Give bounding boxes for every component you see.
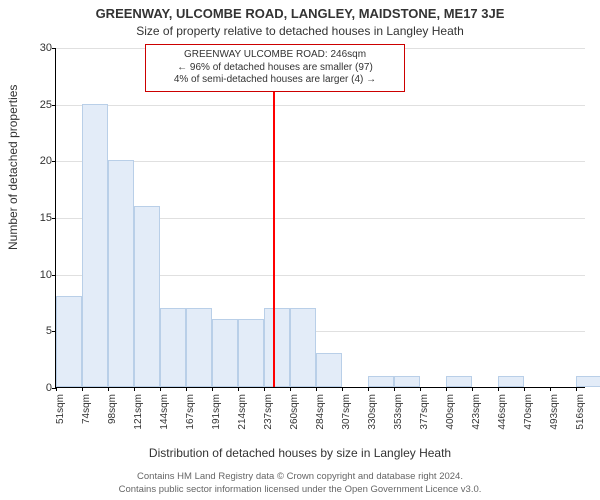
xtick-mark [472, 387, 473, 391]
ytick-label: 15 [40, 212, 52, 224]
xtick-mark [56, 387, 57, 391]
histogram-bar [446, 376, 472, 387]
histogram-bar [160, 308, 186, 387]
xtick-label: 516sqm [575, 394, 586, 434]
xtick-label: 260sqm [289, 394, 300, 434]
xtick-mark [446, 387, 447, 391]
xtick-mark [316, 387, 317, 391]
histogram-bar [212, 319, 238, 387]
reference-line [273, 48, 275, 387]
ytick-label: 25 [40, 99, 52, 111]
ytick-label: 5 [46, 325, 52, 337]
xtick-mark [212, 387, 213, 391]
xtick-label: 423sqm [471, 394, 482, 434]
xtick-mark [290, 387, 291, 391]
xtick-mark [160, 387, 161, 391]
xtick-label: 400sqm [445, 394, 456, 434]
xtick-mark [576, 387, 577, 391]
xtick-mark [82, 387, 83, 391]
xtick-label: 237sqm [263, 394, 274, 434]
histogram-bar [134, 206, 160, 387]
plot-area [55, 48, 585, 388]
xtick-mark [498, 387, 499, 391]
xtick-label: 446sqm [497, 394, 508, 434]
x-axis-label: Distribution of detached houses by size … [0, 446, 600, 460]
histogram-bar [264, 308, 290, 387]
xtick-label: 493sqm [549, 394, 560, 434]
ytick-mark [52, 218, 56, 219]
ytick-label: 20 [40, 155, 52, 167]
xtick-mark [264, 387, 265, 391]
xtick-label: 191sqm [211, 394, 222, 434]
annotation-line3: 4% of semi-detached houses are larger (4… [152, 74, 398, 87]
xtick-mark [342, 387, 343, 391]
xtick-label: 307sqm [341, 394, 352, 434]
chart-title-line2: Size of property relative to detached ho… [0, 24, 600, 38]
xtick-mark [368, 387, 369, 391]
histogram-bar [108, 160, 134, 387]
attribution-text: Contains HM Land Registry data © Crown c… [0, 471, 600, 496]
annotation-line2: ← 96% of detached houses are smaller (97… [152, 62, 398, 75]
ytick-label: 30 [40, 42, 52, 54]
histogram-bar [290, 308, 316, 387]
ytick-label: 10 [40, 269, 52, 281]
ytick-mark [52, 105, 56, 106]
histogram-bar [316, 353, 342, 387]
histogram-bar [576, 376, 600, 387]
xtick-label: 214sqm [237, 394, 248, 434]
xtick-mark [420, 387, 421, 391]
ytick-mark [52, 48, 56, 49]
xtick-mark [186, 387, 187, 391]
xtick-mark [550, 387, 551, 391]
histogram-bar [186, 308, 212, 387]
xtick-mark [134, 387, 135, 391]
histogram-bar [394, 376, 420, 387]
histogram-bar [238, 319, 264, 387]
xtick-label: 121sqm [133, 394, 144, 434]
gridline [56, 105, 585, 106]
ytick-mark [52, 161, 56, 162]
xtick-mark [524, 387, 525, 391]
histogram-bar [82, 104, 108, 387]
xtick-label: 470sqm [523, 394, 534, 434]
chart-title-line1: GREENWAY, ULCOMBE ROAD, LANGLEY, MAIDSTO… [0, 6, 600, 21]
histogram-bar [56, 296, 82, 387]
histogram-bar [368, 376, 394, 387]
xtick-label: 74sqm [81, 394, 92, 434]
xtick-mark [394, 387, 395, 391]
xtick-label: 144sqm [159, 394, 170, 434]
ytick-mark [52, 275, 56, 276]
xtick-label: 167sqm [185, 394, 196, 434]
xtick-label: 51sqm [55, 394, 66, 434]
histogram-bar [498, 376, 524, 387]
xtick-mark [238, 387, 239, 391]
xtick-label: 284sqm [315, 394, 326, 434]
xtick-label: 377sqm [419, 394, 430, 434]
xtick-mark [108, 387, 109, 391]
annotation-line1: GREENWAY ULCOMBE ROAD: 246sqm [152, 49, 398, 62]
xtick-label: 98sqm [107, 394, 118, 434]
xtick-label: 353sqm [393, 394, 404, 434]
y-axis-label: Number of detached properties [6, 85, 20, 250]
attribution-line2: Contains public sector information licen… [0, 484, 600, 496]
ytick-label: 0 [46, 382, 52, 394]
xtick-label: 330sqm [367, 394, 378, 434]
annotation-box: GREENWAY ULCOMBE ROAD: 246sqm← 96% of de… [145, 44, 405, 92]
attribution-line1: Contains HM Land Registry data © Crown c… [0, 471, 600, 483]
gridline [56, 161, 585, 162]
